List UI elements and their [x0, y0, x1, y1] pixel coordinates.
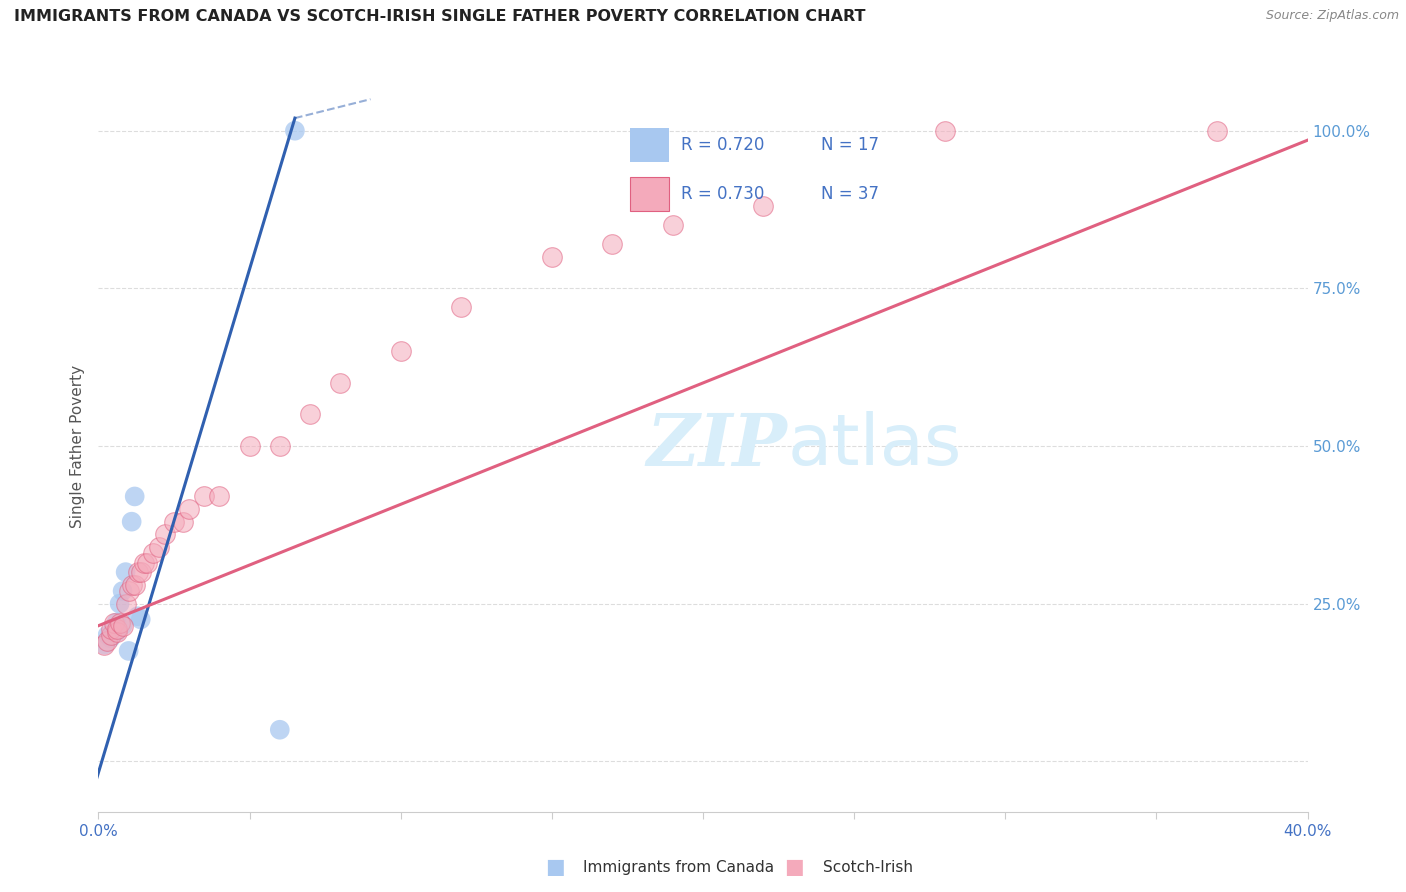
Text: atlas: atlas [787, 411, 962, 481]
Point [239, 439, 262, 453]
Point [127, 565, 149, 579]
Point [103, 622, 125, 636]
Point [105, 615, 128, 630]
Point [132, 556, 155, 570]
Text: ZIP: ZIP [647, 410, 787, 482]
Point [172, 515, 194, 529]
Point [124, 578, 146, 592]
Point [105, 622, 128, 636]
Point [114, 565, 136, 579]
Point [269, 723, 291, 737]
Point [96, 628, 118, 642]
Point [135, 556, 157, 570]
Point [299, 408, 322, 422]
Point [208, 490, 231, 504]
Text: ■: ■ [546, 857, 565, 877]
Text: R = 0.720: R = 0.720 [681, 136, 763, 153]
Text: R = 0.730: R = 0.730 [681, 186, 763, 203]
Bar [630, 177, 669, 211]
Point [163, 515, 186, 529]
Point [100, 632, 122, 646]
Point [118, 584, 141, 599]
Text: N = 37: N = 37 [821, 186, 879, 203]
Point [269, 439, 291, 453]
Point [96, 634, 118, 648]
Point [93, 638, 115, 652]
Point [602, 237, 624, 252]
Point [329, 376, 352, 390]
Point [121, 578, 143, 592]
Point [153, 527, 176, 541]
Point [142, 546, 165, 560]
Point [100, 622, 122, 636]
Point [114, 597, 136, 611]
Point [118, 644, 141, 658]
Point [111, 618, 134, 632]
Text: ■: ■ [785, 857, 804, 877]
Point [127, 609, 149, 624]
Point [284, 124, 307, 138]
Point [111, 584, 134, 599]
Point [111, 618, 134, 632]
Point [93, 638, 115, 652]
Point [389, 344, 412, 359]
Point [129, 612, 152, 626]
Point [450, 300, 472, 314]
Text: N = 17: N = 17 [821, 136, 879, 153]
Point [108, 615, 131, 630]
Bar [630, 128, 669, 162]
Text: IMMIGRANTS FROM CANADA VS SCOTCH-IRISH SINGLE FATHER POVERTY CORRELATION CHART: IMMIGRANTS FROM CANADA VS SCOTCH-IRISH S… [14, 9, 866, 24]
Point [129, 565, 152, 579]
Point [121, 515, 143, 529]
Point [148, 540, 170, 554]
Point [752, 199, 775, 213]
Point [540, 250, 562, 264]
Point [103, 615, 125, 630]
Text: Immigrants from Canada: Immigrants from Canada [583, 860, 775, 874]
Point [179, 502, 201, 516]
Text: Source: ZipAtlas.com: Source: ZipAtlas.com [1265, 9, 1399, 22]
Point [124, 490, 146, 504]
Point [105, 625, 128, 640]
Point [105, 625, 128, 640]
Point [662, 219, 685, 233]
Text: Scotch-Irish: Scotch-Irish [823, 860, 912, 874]
Point [193, 490, 215, 504]
Point [100, 628, 122, 642]
Point [108, 597, 131, 611]
Y-axis label: Single Father Poverty: Single Father Poverty [70, 365, 86, 527]
Point [934, 124, 956, 138]
Point [1206, 124, 1229, 138]
